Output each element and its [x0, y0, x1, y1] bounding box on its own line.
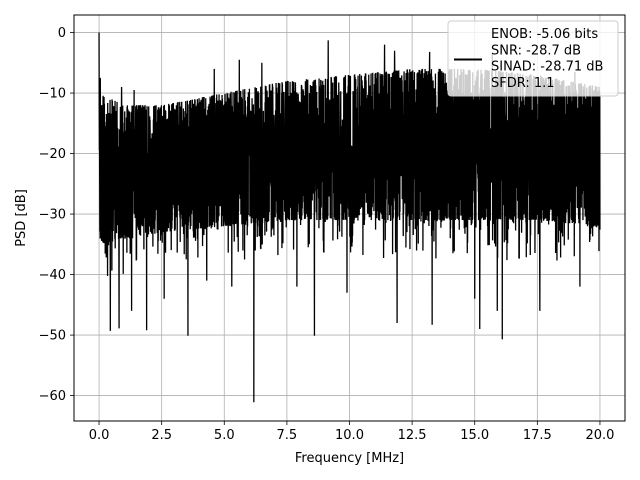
- y-axis: 0 −10 −20 −30 −40 −50 −60: [39, 26, 74, 404]
- x-tick-label: 2.5: [151, 428, 172, 443]
- y-tick-label: −40: [39, 268, 66, 283]
- legend-entry: SINAD: -28.71 dB: [491, 60, 603, 75]
- x-tick-label: 5.0: [214, 428, 235, 443]
- x-axis-label: Frequency [MHz]: [295, 451, 404, 466]
- x-tick-label: 0.0: [89, 428, 110, 443]
- legend-entry: ENOB: -5.06 bits: [491, 27, 598, 42]
- legend-entry: SNR: -28.7 dB: [491, 43, 581, 58]
- x-axis: 0.0 2.5 5.0 7.5 10.0 12.5 15.0 17.5 20.0: [89, 421, 614, 443]
- y-tick-label: −60: [39, 389, 66, 404]
- y-tick-label: −50: [39, 329, 66, 344]
- y-axis-label: PSD [dB]: [14, 189, 29, 247]
- legend-entry: SFDR: 1.1: [491, 76, 555, 91]
- x-tick-label: 10.0: [335, 428, 364, 443]
- y-tick-label: −30: [39, 208, 66, 223]
- x-tick-label: 17.5: [523, 428, 552, 443]
- y-tick-label: −10: [39, 87, 66, 102]
- x-tick-label: 20.0: [585, 428, 614, 443]
- y-tick-label: 0: [58, 26, 66, 41]
- x-tick-label: 12.5: [398, 428, 427, 443]
- x-tick-label: 15.0: [460, 428, 489, 443]
- x-tick-label: 7.5: [277, 428, 298, 443]
- legend-box: [447, 20, 619, 97]
- y-tick-label: −20: [39, 147, 66, 162]
